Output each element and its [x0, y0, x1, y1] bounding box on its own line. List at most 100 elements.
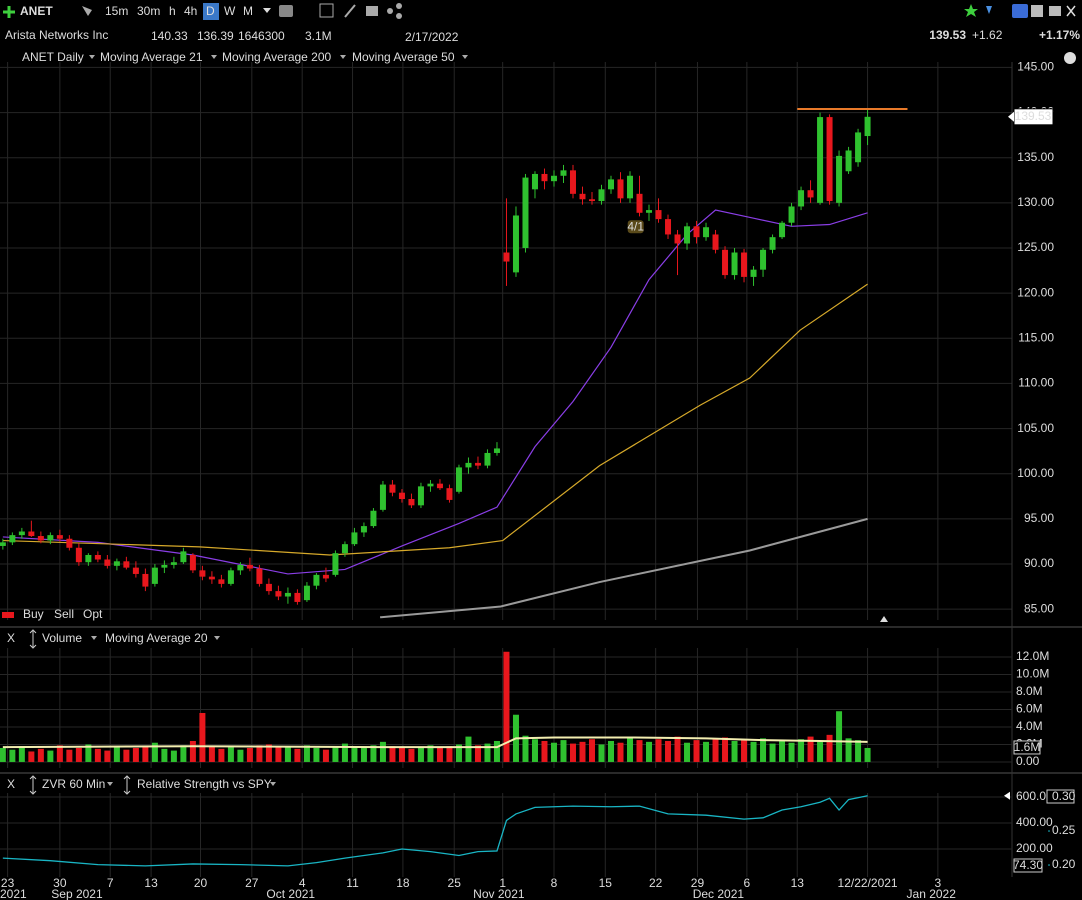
panel-move-icon	[29, 775, 37, 795]
candle-body	[503, 252, 510, 262]
share-icon[interactable]	[396, 3, 402, 9]
panel-title: Moving Average 20	[105, 631, 208, 645]
interval-button[interactable]: h	[169, 4, 176, 18]
candle-body	[569, 170, 576, 194]
trade-button[interactable]: Opt	[83, 607, 103, 621]
candle-body	[864, 116, 871, 137]
dropdown-icon[interactable]	[214, 636, 220, 640]
candle-body	[180, 551, 187, 563]
x-tick-label: 6	[744, 876, 751, 890]
volume-bar	[427, 745, 434, 762]
x-tick-label: 29	[691, 876, 705, 890]
candle-body	[598, 189, 605, 202]
volume-bar	[161, 748, 168, 762]
candle-body	[218, 579, 225, 584]
volume-bar	[66, 749, 73, 762]
candle-body	[9, 535, 16, 543]
trade-button[interactable]: Buy	[23, 607, 44, 621]
volume-bar	[341, 743, 348, 762]
interval-button[interactable]: D	[206, 4, 215, 18]
volume-bar	[655, 739, 662, 762]
share-icon[interactable]	[396, 13, 402, 19]
share-icon[interactable]	[387, 8, 393, 14]
candle-body	[817, 117, 824, 203]
dropdown-icon[interactable]	[270, 782, 276, 786]
close-icon[interactable]	[1066, 5, 1076, 17]
volume-bar	[864, 747, 871, 762]
volume-bar	[113, 747, 120, 762]
candle-body	[294, 592, 301, 602]
candle-body	[94, 554, 101, 560]
dropdown-icon[interactable]	[211, 55, 217, 59]
volume-bar	[275, 747, 282, 762]
last-price-label: 139.53	[1015, 109, 1052, 123]
settings-icon[interactable]	[1064, 52, 1076, 64]
moving-average-line	[2, 283, 868, 556]
tool-icon[interactable]	[82, 6, 92, 16]
interval-button[interactable]: 15m	[105, 4, 128, 18]
x-year-label: 2021	[0, 887, 27, 900]
save-icon[interactable]	[1031, 5, 1043, 17]
panel-close[interactable]: X	[7, 777, 15, 791]
dropdown-icon[interactable]	[462, 55, 468, 59]
y-tick-label: 100.00	[1017, 466, 1054, 480]
candle-body	[608, 179, 615, 190]
volume-bar	[541, 740, 548, 762]
volume-bar	[360, 747, 367, 762]
s-icon[interactable]	[1012, 4, 1028, 18]
x-month-label: Jan 2022	[907, 887, 957, 900]
x-tick-label: 13	[144, 876, 158, 890]
interval-button[interactable]: M	[243, 4, 253, 18]
volume-bar	[522, 735, 529, 762]
volume-bar	[722, 737, 729, 762]
volume-bar	[474, 745, 481, 762]
volume-bar	[351, 747, 358, 762]
panel-close[interactable]: X	[7, 631, 15, 645]
candle-body	[627, 175, 634, 199]
volume-bar	[569, 743, 576, 762]
candle-body	[788, 206, 795, 223]
dropdown-icon[interactable]	[340, 55, 346, 59]
candle-body	[474, 462, 481, 466]
rt-icon[interactable]	[986, 6, 992, 14]
dropdown-icon[interactable]	[91, 636, 97, 640]
add-icon[interactable]	[3, 6, 15, 18]
dropdown-icon[interactable]	[107, 782, 113, 786]
interval-button[interactable]: W	[224, 4, 236, 18]
quote-value: 136.39	[197, 29, 234, 43]
split-marker	[627, 220, 644, 234]
candle-body	[750, 269, 757, 277]
quote-value: 1646300	[238, 29, 285, 43]
volume-bar	[303, 745, 310, 762]
x-tick-label: 8	[551, 876, 558, 890]
note-icon[interactable]	[366, 6, 378, 16]
star-icon[interactable]	[964, 4, 978, 17]
candle-body	[28, 531, 35, 537]
draw-icon[interactable]	[344, 4, 356, 18]
volume-bar	[636, 740, 643, 762]
volume-bar	[142, 746, 149, 762]
volume-bar	[18, 746, 25, 762]
dropdown-icon[interactable]	[263, 8, 271, 13]
volume-bar	[455, 744, 462, 762]
print-icon[interactable]	[1049, 6, 1061, 16]
interval-button[interactable]: 30m	[137, 4, 160, 18]
trade-button[interactable]: Sell	[54, 607, 74, 621]
legend-entry: Moving Average 200	[222, 50, 332, 64]
y-tick-label: 95.00	[1024, 511, 1054, 525]
volume-bar	[28, 751, 35, 762]
interval-button[interactable]: 4h	[184, 4, 197, 18]
quote-value: 3.1M	[305, 29, 332, 43]
candle-body	[845, 150, 852, 172]
dropdown-icon[interactable]	[89, 55, 95, 59]
volume-bar	[389, 746, 396, 762]
calc-icon[interactable]	[319, 3, 334, 18]
candle-body	[427, 483, 434, 487]
indicator-icon[interactable]	[279, 5, 293, 17]
candle-body	[113, 561, 120, 566]
volume-bar	[75, 747, 82, 762]
volume-bar	[170, 750, 177, 762]
y-tick-label: 85.00	[1024, 601, 1054, 615]
candle-body	[189, 554, 196, 571]
candle-body	[493, 448, 500, 453]
